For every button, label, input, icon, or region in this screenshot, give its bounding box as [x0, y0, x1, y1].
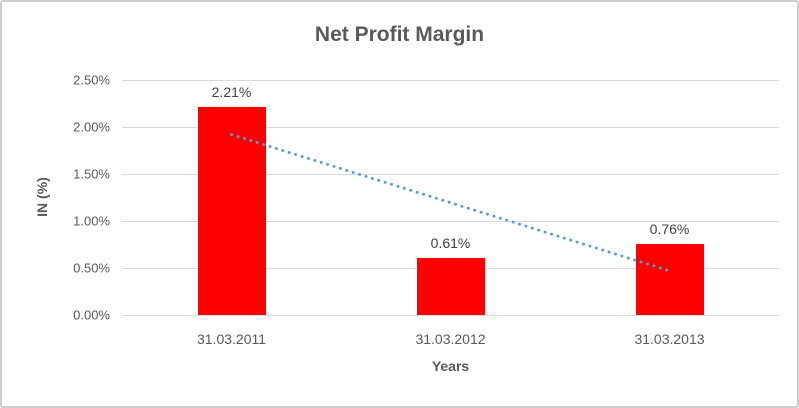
- chart-title: Net Profit Margin: [314, 23, 485, 46]
- y-tick-label: 1.50%: [73, 166, 110, 182]
- x-tick-label: 31.03.2013: [634, 331, 705, 347]
- x-tick-label: 31.03.2011: [196, 331, 267, 347]
- gridline: [122, 220, 779, 222]
- gridline: [122, 126, 779, 128]
- x-tick-label: 31.03.2012: [415, 331, 486, 347]
- trendline-path: [230, 133, 671, 273]
- bar: [635, 243, 704, 315]
- data-label: 2.21%: [211, 84, 252, 101]
- gridline: [122, 79, 779, 81]
- plot-area: 0.00% 0.50% 1.00% 1.50% 2.00% 2.50% 2.21% 31.03…: [73, 73, 779, 347]
- y-tick-label: 0.00%: [73, 307, 110, 323]
- data-label: 0.76%: [649, 220, 690, 237]
- y-tick-label: 2.00%: [73, 119, 110, 135]
- gridline: [122, 173, 779, 175]
- gridline: [122, 314, 779, 316]
- bar: [416, 257, 485, 315]
- trendline: [230, 133, 671, 273]
- y-tick-label: 1.00%: [73, 213, 110, 229]
- y-tick-label: 2.50%: [73, 72, 110, 88]
- data-label: 0.61%: [430, 234, 471, 251]
- y-tick-label: 0.50%: [73, 260, 110, 276]
- bar: [197, 107, 266, 315]
- x-axis-title: Years: [431, 358, 470, 374]
- y-axis-title: IN (%): [34, 177, 50, 217]
